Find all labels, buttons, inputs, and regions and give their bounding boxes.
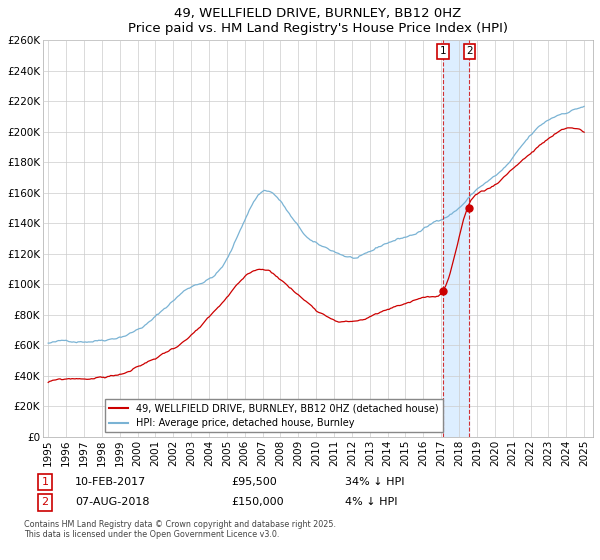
Title: 49, WELLFIELD DRIVE, BURNLEY, BB12 0HZ
Price paid vs. HM Land Registry's House P: 49, WELLFIELD DRIVE, BURNLEY, BB12 0HZ P… [128, 7, 508, 35]
Legend: 49, WELLFIELD DRIVE, BURNLEY, BB12 0HZ (detached house), HPI: Average price, det: 49, WELLFIELD DRIVE, BURNLEY, BB12 0HZ (… [105, 399, 443, 432]
Text: £95,500: £95,500 [231, 477, 277, 487]
Text: 2: 2 [466, 46, 473, 57]
Text: 4% ↓ HPI: 4% ↓ HPI [345, 497, 398, 507]
Text: Contains HM Land Registry data © Crown copyright and database right 2025.
This d: Contains HM Land Registry data © Crown c… [24, 520, 336, 539]
Text: £150,000: £150,000 [231, 497, 284, 507]
Bar [443, 40, 469, 437]
Text: 1: 1 [440, 46, 446, 57]
Text: 1: 1 [41, 477, 49, 487]
Text: 07-AUG-2018: 07-AUG-2018 [75, 497, 149, 507]
Text: 10-FEB-2017: 10-FEB-2017 [75, 477, 146, 487]
Text: 2: 2 [41, 497, 49, 507]
Text: 34% ↓ HPI: 34% ↓ HPI [345, 477, 404, 487]
